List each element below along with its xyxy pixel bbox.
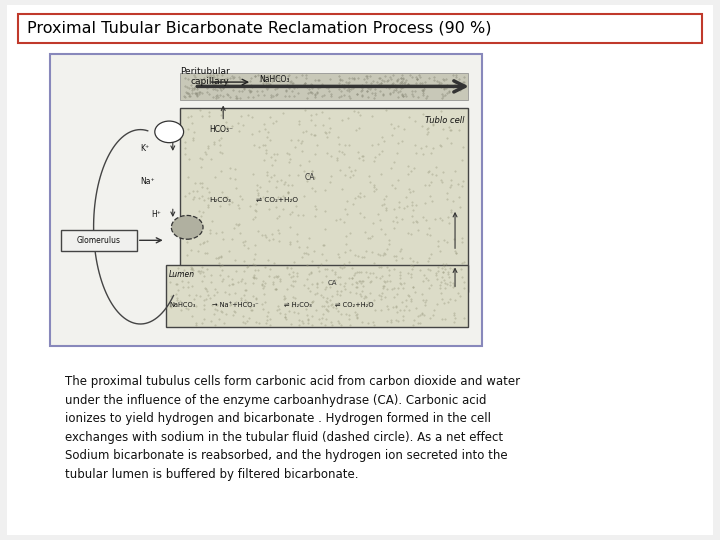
Circle shape [171,215,203,239]
Text: H⁺: H⁺ [151,210,161,219]
Text: The proximal tubulus cells form carbonic acid from carbon dioxide and water
unde: The proximal tubulus cells form carbonic… [65,375,520,481]
Text: H₂CO₃: H₂CO₃ [209,197,230,203]
Text: Glomerulus: Glomerulus [77,236,121,245]
Text: ⇌ H₂CO₃: ⇌ H₂CO₃ [284,302,312,308]
Text: ⇌ CO₂+H₂O: ⇌ CO₂+H₂O [256,197,297,203]
Text: NaHCO₃: NaHCO₃ [259,76,289,84]
Text: → Na⁺+HCO₃⁻: → Na⁺+HCO₃⁻ [212,302,259,308]
Text: K⁺: K⁺ [140,144,150,153]
Text: HCO₃⁻: HCO₃⁻ [209,125,233,134]
Text: Na⁺: Na⁺ [140,177,155,186]
FancyBboxPatch shape [61,230,137,251]
Circle shape [155,121,184,143]
FancyBboxPatch shape [18,14,702,43]
Text: Lumen: Lumen [169,270,195,279]
FancyBboxPatch shape [180,73,468,100]
Text: NaHCO₃: NaHCO₃ [169,302,196,308]
FancyBboxPatch shape [180,108,468,292]
FancyBboxPatch shape [50,54,482,346]
FancyBboxPatch shape [166,265,468,327]
Text: CA: CA [327,280,337,286]
Text: Proximal Tubular Bicarbonate Reclamation Process (90 %): Proximal Tubular Bicarbonate Reclamation… [27,21,491,36]
Text: ⇌ CO₂+H₂O: ⇌ CO₂+H₂O [335,302,374,308]
Text: CA: CA [305,173,315,183]
Text: capillary: capillary [191,77,230,86]
FancyBboxPatch shape [7,5,713,535]
Text: Peritubular: Peritubular [180,68,230,77]
Text: Tublo cell: Tublo cell [425,116,464,125]
